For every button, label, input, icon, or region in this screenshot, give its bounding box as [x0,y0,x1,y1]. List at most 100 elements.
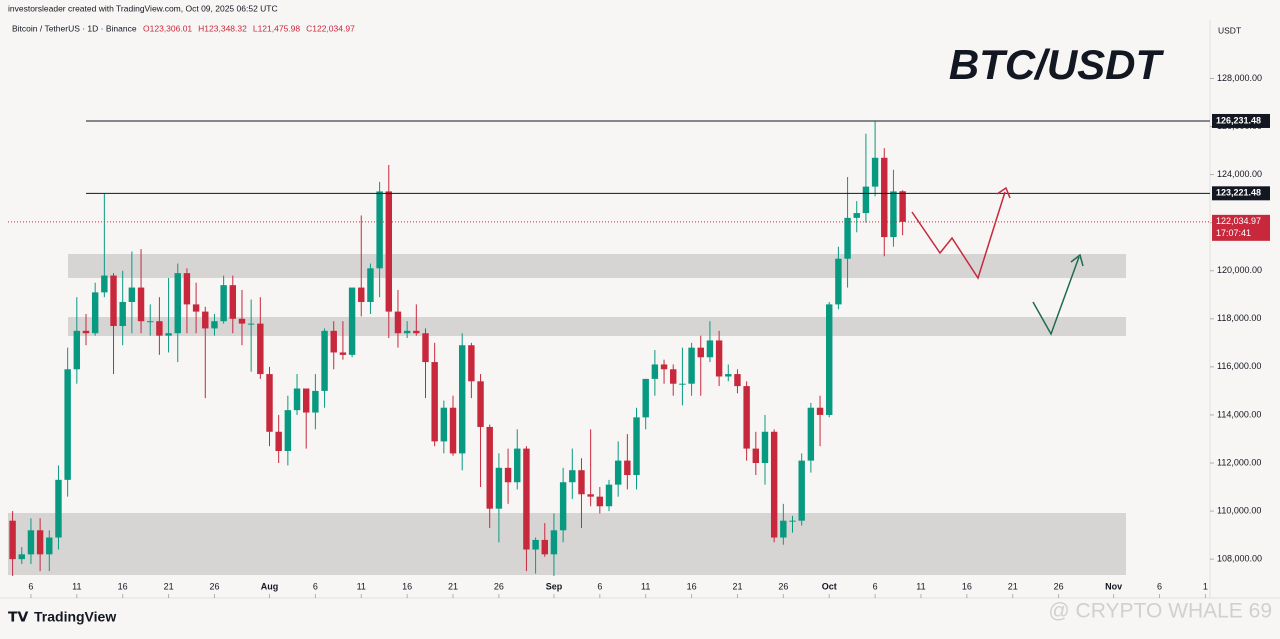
level-label: 123,221.48 [1216,188,1261,198]
candle-body [862,186,870,214]
candle-body [275,431,282,451]
brand-logo: 𝗧𝗩 [8,609,29,625]
candle-body [798,460,805,521]
x-tick-label: 26 [1054,581,1064,591]
candle-body [614,460,622,485]
candle-body [128,287,136,302]
candle-body [385,191,392,312]
candle-body [174,273,181,334]
last-price-label: 122,034.97 [1216,216,1261,226]
candle-body [82,330,90,334]
level-label-box [1212,186,1270,201]
level-label-box [1212,113,1270,128]
x-tick-label: 1 [1203,581,1208,591]
candle-body [147,321,154,323]
candle-body [449,407,457,454]
candle-body [660,364,668,370]
y-tick-label: 128,000.00 [1217,73,1262,83]
countdown: 17:07:41 [1216,228,1251,238]
x-tick-label: Oct [822,581,837,591]
x-tick-label: 11 [357,581,366,591]
candle-body [725,374,732,377]
brand: TradingView [34,609,116,625]
x-tick-label: 26 [494,581,504,591]
candle-body [587,494,594,497]
candle-body [46,537,53,555]
candle-body [422,333,429,363]
candle-body [101,275,108,293]
candle-body [715,340,723,377]
candle-body [468,345,475,382]
currency: USDT [1218,25,1241,35]
candle-body [844,217,851,259]
candle-body [321,330,328,391]
candle-body [211,321,218,329]
y-tick-label: 112,000.00 [1217,457,1261,467]
candle-body [541,539,548,555]
candle-body [826,304,833,415]
x-tick-label: 21 [448,581,458,591]
candle-body [64,369,71,480]
ohlc-value: C122,034.97 [306,23,355,33]
projection-arrow [1032,256,1080,336]
arrow-head [1070,253,1084,267]
candle-body [688,347,695,384]
y-tick-label: 118,000.00 [1217,313,1261,323]
x-tick-label: 6 [873,581,878,591]
chart-title: BTC/USDT [949,41,1165,88]
last-price-box [1212,214,1270,241]
candle-body [596,496,604,507]
candle-body [899,191,906,222]
candle-body [165,333,172,336]
candle-body [578,470,585,495]
arrow-head [996,186,1011,199]
projection-arrow [911,191,1006,280]
zone [68,254,1126,278]
ohlc-value: O123,306.01 [143,23,192,33]
x-tick-label: 6 [597,581,602,591]
candle-body [706,340,714,358]
candle-body [358,287,365,302]
candle-body [780,520,787,538]
candle-body [569,470,576,483]
candle-body [477,381,484,427]
candle-body [761,431,769,464]
x-tick-label: 21 [1008,581,1018,591]
candle-body [293,388,301,411]
y-tick-label: 110,000.00 [1217,505,1261,515]
candle-body [302,388,310,413]
candle-body [229,285,237,319]
candle-body [550,530,558,555]
x-tick-label: Nov [1105,581,1122,591]
candle-body [55,479,62,538]
candle-body [514,448,521,483]
candle-body [36,530,44,555]
candle-body [394,311,402,334]
candle-body [532,539,539,550]
candle-body [73,330,81,370]
y-tick-label: 116,000.00 [1217,361,1261,371]
candle-body [486,426,493,509]
y-tick-label: 108,000.00 [1217,554,1262,564]
x-tick-label: 6 [28,581,33,591]
candle-body [192,304,200,312]
candle-body [605,484,613,507]
candle-body [247,323,255,325]
x-tick-label: 6 [313,581,318,591]
candle-body [119,301,126,327]
candle-body [367,268,374,302]
candle-body [183,273,191,305]
candle-body [679,383,686,385]
candle-body [458,345,466,454]
candle-body [440,407,448,442]
candle-body [752,448,760,464]
candle-body [27,530,35,555]
x-tick-label: Aug [261,581,279,591]
candle-body [734,374,741,387]
candle-body [651,364,659,379]
candle-body [339,352,347,355]
candle-body [330,330,337,353]
x-tick-label: 16 [118,581,128,591]
x-tick-label: 6 [1157,581,1162,591]
